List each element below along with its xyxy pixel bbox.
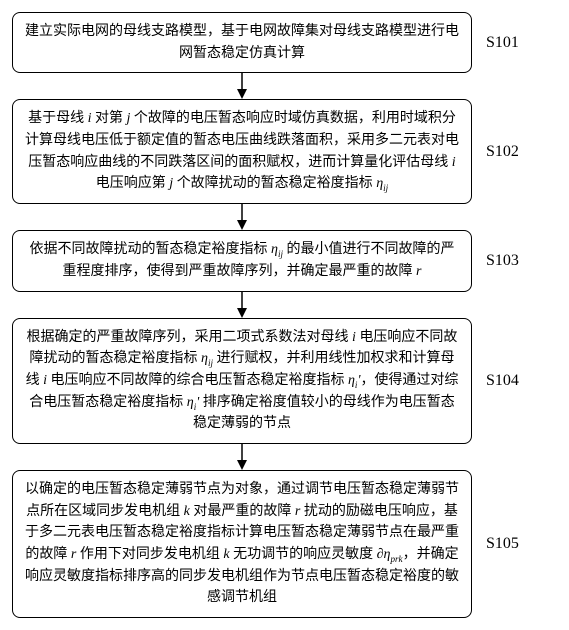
step-s104-text: 根据确定的严重故障序列，采用二项式系数法对母线 i 电压响应不同故障扰动的暂态稳… bbox=[26, 330, 459, 432]
step-s105-text: 以确定的电压暂态稳定薄弱节点为对象，通过调节电压暂态稳定薄弱节点所在区域同步发电… bbox=[25, 482, 459, 605]
step-s103-row: 依据不同故障扰动的暂态稳定裕度指标 ηij 的最小值进行不同故障的严重程度排序，… bbox=[12, 230, 557, 291]
arrow-1-row bbox=[12, 73, 557, 99]
step-s103-label: S103 bbox=[486, 252, 519, 270]
step-s104-label: S104 bbox=[486, 372, 519, 390]
arrow-2 bbox=[12, 204, 472, 230]
step-s101-text: 建立实际电网的母线支路模型，基于电网故障集对母线支路模型进行电网暂态稳定仿真计算 bbox=[25, 24, 459, 61]
step-s102-text: 基于母线 i 对第 j 个故障的电压暂态响应时域仿真数据，利用时域积分计算母线电… bbox=[25, 111, 459, 191]
step-s105-row: 以确定的电压暂态稳定薄弱节点为对象，通过调节电压暂态稳定薄弱节点所在区域同步发电… bbox=[12, 470, 557, 618]
arrow-4-row bbox=[12, 444, 557, 470]
arrow-2-row bbox=[12, 204, 557, 230]
step-s101-label: S101 bbox=[486, 34, 519, 52]
step-s105-box: 以确定的电压暂态稳定薄弱节点为对象，通过调节电压暂态稳定薄弱节点所在区域同步发电… bbox=[12, 470, 472, 618]
arrow-3-row bbox=[12, 292, 557, 318]
step-s101-row: 建立实际电网的母线支路模型，基于电网故障集对母线支路模型进行电网暂态稳定仿真计算… bbox=[12, 12, 557, 73]
step-s102-label: S102 bbox=[486, 143, 519, 161]
arrow-1 bbox=[12, 73, 472, 99]
step-s104-box: 根据确定的严重故障序列，采用二项式系数法对母线 i 电压响应不同故障扰动的暂态稳… bbox=[12, 318, 472, 444]
step-s101-box: 建立实际电网的母线支路模型，基于电网故障集对母线支路模型进行电网暂态稳定仿真计算 bbox=[12, 12, 472, 73]
step-s102-box: 基于母线 i 对第 j 个故障的电压暂态响应时域仿真数据，利用时域积分计算母线电… bbox=[12, 99, 472, 204]
step-s104-row: 根据确定的严重故障序列，采用二项式系数法对母线 i 电压响应不同故障扰动的暂态稳… bbox=[12, 318, 557, 444]
step-s105-label: S105 bbox=[486, 535, 519, 553]
step-s102-row: 基于母线 i 对第 j 个故障的电压暂态响应时域仿真数据，利用时域积分计算母线电… bbox=[12, 99, 557, 204]
step-s103-text: 依据不同故障扰动的暂态稳定裕度指标 ηij 的最小值进行不同故障的严重程度排序，… bbox=[29, 242, 454, 279]
arrow-3 bbox=[12, 292, 472, 318]
arrow-4 bbox=[12, 444, 472, 470]
step-s103-box: 依据不同故障扰动的暂态稳定裕度指标 ηij 的最小值进行不同故障的严重程度排序，… bbox=[12, 230, 472, 291]
flowchart: 建立实际电网的母线支路模型，基于电网故障集对母线支路模型进行电网暂态稳定仿真计算… bbox=[12, 12, 557, 618]
